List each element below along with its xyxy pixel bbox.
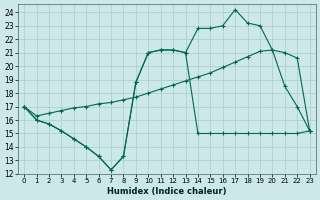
X-axis label: Humidex (Indice chaleur): Humidex (Indice chaleur)	[107, 187, 227, 196]
